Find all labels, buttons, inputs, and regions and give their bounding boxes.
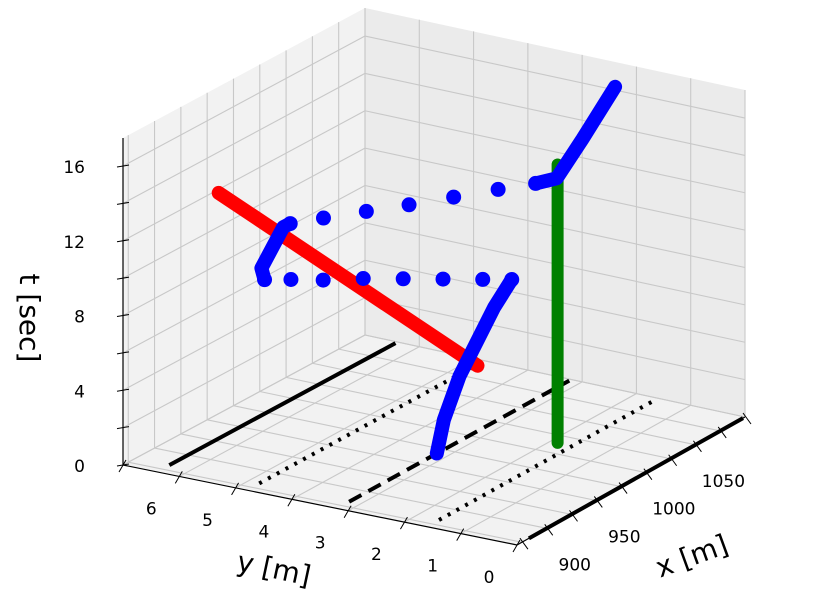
grid-line <box>364 35 746 119</box>
grid-line <box>235 357 474 489</box>
grid-line <box>233 405 622 488</box>
y-tick-mark <box>512 539 521 553</box>
z-tick-label: 8 <box>74 308 85 328</box>
y-tick-mark <box>118 459 127 473</box>
x-tick-mark <box>593 496 603 508</box>
trajectories <box>211 79 623 461</box>
grid-line <box>179 346 420 477</box>
x-tick-label: 900 <box>559 555 591 575</box>
trajectory-point <box>504 272 520 288</box>
lane-line-solid <box>527 416 744 541</box>
grid-line <box>180 433 572 515</box>
x-tick-mark <box>544 524 554 536</box>
y-tick-label: 5 <box>202 511 213 531</box>
grid-line <box>291 369 529 500</box>
z-axis-label: t [sec] <box>13 274 46 363</box>
x-tick-label: 950 <box>608 527 640 547</box>
x-tick-mark <box>693 440 702 453</box>
grid-line <box>122 35 366 167</box>
y-tick-mark <box>343 505 352 518</box>
grid-line <box>259 390 646 474</box>
trajectory-point <box>446 189 462 205</box>
grid-line <box>460 404 691 535</box>
y-tick-label: 1 <box>427 557 438 577</box>
x-axis-label: x [m] <box>651 528 732 585</box>
z-tick-mark <box>116 351 130 355</box>
y-tick-label: 2 <box>371 545 382 565</box>
x-tick-mark <box>717 426 727 439</box>
x-tick-label: 1000 <box>652 500 695 520</box>
lane-line-dotted <box>258 360 484 486</box>
y-axis-line <box>122 464 518 546</box>
y-tick-mark <box>231 482 240 496</box>
y-tick-label: 6 <box>146 499 157 519</box>
lane-line-dashed <box>348 378 571 504</box>
z-tick-label: 12 <box>63 233 85 253</box>
z-tick-mark <box>116 201 130 205</box>
z-tick-mark <box>116 314 130 318</box>
y-tick-mark <box>456 528 465 541</box>
grid-line <box>128 461 523 543</box>
trajectory-point <box>490 181 506 197</box>
trajectory-point <box>355 271 371 287</box>
grid-line <box>312 362 696 446</box>
lane-line-dotted <box>438 397 658 522</box>
grid-line <box>285 376 671 460</box>
grid-line <box>347 381 583 512</box>
trajectory-point <box>395 271 411 287</box>
grid-line <box>364 110 746 194</box>
z-tick-label: 0 <box>74 457 85 477</box>
lane-markings <box>168 341 744 541</box>
grid-line <box>122 297 366 429</box>
grid-line <box>338 348 721 432</box>
x-tick-mark <box>643 468 653 480</box>
x-tick-mark <box>519 537 529 550</box>
grid-line <box>404 393 637 523</box>
x-tick-mark <box>618 482 628 494</box>
grid-line <box>122 222 366 354</box>
grid-line <box>364 72 746 156</box>
grid-line <box>154 447 547 529</box>
grid-line <box>122 185 366 316</box>
trajectory-point <box>283 271 299 287</box>
z-tick-mark <box>116 164 130 168</box>
grid-line <box>207 419 597 502</box>
grid-line <box>122 72 366 204</box>
grid-line <box>122 334 366 466</box>
y-tick-label: 3 <box>315 534 326 554</box>
back-left-pane <box>123 8 365 465</box>
y-tick-mark <box>287 494 296 507</box>
z-tick-label: 16 <box>63 158 85 178</box>
z-tick-mark <box>116 239 130 243</box>
x-tick-mark <box>742 412 752 425</box>
trajectory-point <box>435 271 451 287</box>
z-tick-mark <box>116 276 130 280</box>
y-tick-mark <box>399 516 408 530</box>
trajectory-point <box>358 203 374 219</box>
z-tick-mark <box>116 388 130 392</box>
z-tick-mark <box>116 426 130 430</box>
y-tick-label: 4 <box>258 522 269 542</box>
trajectory-line <box>211 185 485 373</box>
y-tick-mark <box>174 471 183 484</box>
z-tick-label: 4 <box>74 382 85 402</box>
trajectory-line <box>429 272 519 461</box>
x-tick-mark <box>668 454 678 467</box>
x-tick-label: 1050 <box>702 472 745 492</box>
trajectory-point <box>315 272 331 288</box>
x-tick-mark <box>569 510 578 522</box>
y-tick-label: 0 <box>484 568 495 588</box>
trajectory-point <box>315 210 331 226</box>
lane-line-solid <box>168 341 397 467</box>
grid-line <box>122 110 366 242</box>
trajectory-point <box>401 197 417 213</box>
trajectory-line <box>528 79 623 191</box>
trajectory-point <box>282 216 298 232</box>
y-axis-label: y [m] <box>234 545 314 593</box>
trajectory-point <box>475 271 491 287</box>
